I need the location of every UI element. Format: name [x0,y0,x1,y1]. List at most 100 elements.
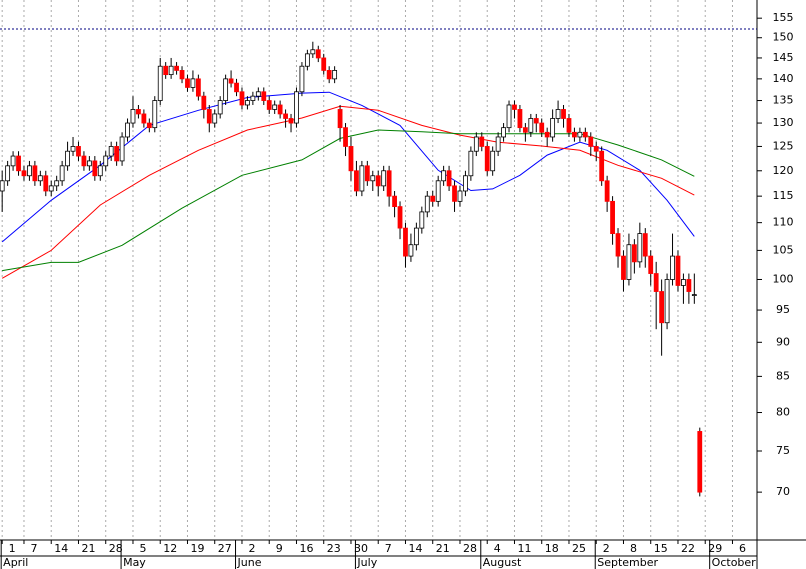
y-tick-label: 90 [776,335,790,348]
candle-body [141,113,147,124]
candle-body [528,118,534,133]
candle-body [54,180,60,187]
candle-body [664,279,670,324]
candle-body [228,78,234,84]
candle-body [463,175,468,192]
candle-body [65,150,70,167]
candle-body [277,104,283,115]
candle-body [168,65,174,76]
x-tick-label: 12 [163,542,177,555]
candle-body [626,244,632,280]
candle-body [631,244,637,263]
y-tick-label: 80 [776,406,790,419]
x-tick-label: 14 [54,542,68,555]
candle-body [446,170,452,187]
candle-body [539,122,545,133]
candle-body [272,104,278,110]
candle-body [0,180,5,192]
candle-body [255,91,261,97]
candle-body [419,211,425,229]
candle-body [125,122,130,138]
candle-body [397,206,403,229]
candle-body [261,91,267,101]
candle-body [174,65,179,71]
y-tick-label: 140 [773,72,794,85]
candle-body [588,136,594,147]
candle-body [572,131,577,138]
x-tick-label: 7 [30,542,37,555]
candle-body [21,170,27,177]
month-label: May [123,556,146,569]
candle-body [37,175,43,182]
y-tick-label: 85 [776,369,790,382]
candle-body [321,57,327,71]
y-tick-label: 110 [773,216,794,229]
candle-body [283,113,288,119]
x-tick-label: 28 [109,542,123,555]
month-label: June [237,556,262,569]
month-label: October [712,556,756,569]
candle-body [157,65,163,101]
candle-body [81,155,87,167]
candle-body [593,146,599,152]
candle-body [642,233,648,257]
candle-body [506,104,512,129]
candle-body [16,155,21,172]
candle-body [223,78,229,101]
candle-body [691,294,697,296]
candle-body [582,131,588,138]
y-tick-label: 155 [773,11,794,24]
candle-body [441,170,447,182]
candle-body [424,195,430,213]
candle-body [250,95,256,101]
candle-body [190,78,196,88]
candle-body [5,165,11,182]
candle-body [479,136,485,147]
candle-body [304,53,310,67]
candle-body [610,200,615,234]
x-tick-label: 14 [408,542,422,555]
y-tick-label: 115 [773,189,794,202]
candle-body [452,185,457,202]
candle-body [473,136,479,152]
candle-body [550,118,556,138]
y-tick-label: 150 [773,31,794,44]
candle-body [604,180,610,202]
candle-body [408,244,414,257]
x-tick-label: 21 [436,542,450,555]
candle-body [10,155,16,167]
candle-body [430,195,436,202]
x-tick-label: 11 [517,542,531,555]
candle-body [217,100,223,115]
candle-body [59,165,65,182]
candle-body [119,136,125,162]
y-tick-label: 130 [773,116,794,129]
candle-body [76,146,81,157]
moving-average-line [1,91,695,243]
x-tick-label: 28 [463,542,477,555]
candle-body [97,165,103,177]
candle-body [566,118,572,133]
candle-body [670,255,675,280]
candle-body [195,78,201,97]
candle-body [310,49,316,55]
candle-body [501,127,506,138]
candle-body [354,170,359,192]
candle-body [533,118,539,124]
x-tick-label: 2 [248,542,255,555]
candle-body [653,273,659,292]
candle-body [146,122,152,129]
candle-body [326,70,332,80]
y-tick-label: 95 [776,303,790,316]
candle-body [544,131,550,138]
x-tick-label: 29 [708,542,722,555]
candle-body [234,82,239,93]
x-tick-label: 22 [681,542,695,555]
candle-body [359,165,365,192]
candle-body [697,431,703,493]
candle-body [659,291,665,324]
candle-body [70,146,76,152]
y-tick-label: 135 [773,94,794,107]
x-tick-label: 9 [276,542,283,555]
